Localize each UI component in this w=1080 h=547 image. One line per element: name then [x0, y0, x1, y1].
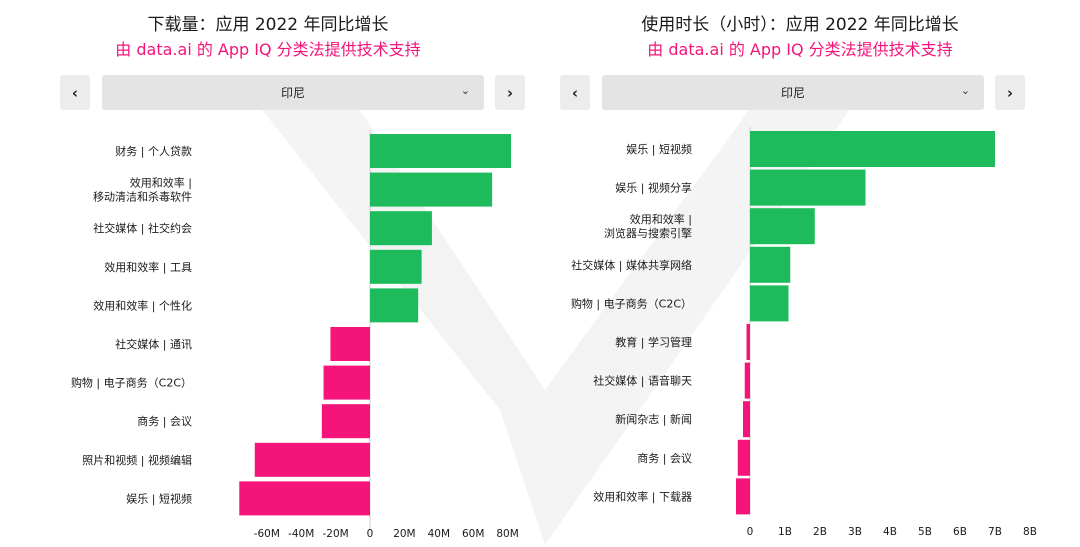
- category-label: 娱乐 | 视频分享: [615, 181, 692, 195]
- category-label: 新闻杂志 | 新闻: [615, 412, 692, 426]
- category-label: 移动清洁和杀毒软件: [93, 190, 192, 204]
- tick-label: 8B: [1023, 526, 1037, 538]
- chart-subtitle: 由 data.ai 的 App IQ 分类法提供技术支持: [115, 40, 421, 59]
- chevron-left-icon: ‹: [571, 83, 579, 102]
- category-label: 商务 | 会议: [137, 414, 192, 428]
- bar[interactable]: [370, 211, 432, 246]
- tick-label: 40M: [428, 528, 450, 540]
- chart-title: 使用时长（小时）：应用 2022 年同比增长: [641, 15, 959, 35]
- tick-label: 20M: [393, 528, 415, 540]
- next-button[interactable]: ›: [995, 75, 1025, 110]
- bar[interactable]: [370, 134, 512, 168]
- category-label: 购物 | 电子商务（C2C）: [71, 376, 192, 390]
- category-label: 社交媒体 | 媒体共享网络: [571, 258, 692, 272]
- category-label: 效用和效率 | 下载器: [593, 489, 692, 503]
- chevron-down-icon: ⌄: [460, 84, 470, 97]
- chart-title: 下载量：应用 2022 年同比增长: [147, 15, 389, 35]
- tick-label: -20M: [322, 528, 348, 540]
- category-label: 浏览器与搜索引擎: [604, 226, 692, 240]
- chevron-left-icon: ‹: [71, 83, 79, 102]
- chevron-right-icon: ›: [1006, 83, 1014, 102]
- category-label: 娱乐 | 短视频: [126, 491, 192, 505]
- bar[interactable]: [737, 439, 750, 476]
- country-dropdown[interactable]: 印尼 ⌄: [602, 75, 984, 110]
- tick-label: 60M: [462, 528, 484, 540]
- category-label: 教育 | 学习管理: [615, 335, 692, 349]
- chevron-down-icon: ⌄: [960, 84, 970, 97]
- chevron-right-icon: ›: [506, 83, 514, 102]
- bar[interactable]: [239, 481, 370, 516]
- bar[interactable]: [254, 442, 370, 477]
- tick-label: 1B: [778, 526, 792, 538]
- category-label: 效用和效率 |: [130, 176, 192, 190]
- bar[interactable]: [750, 285, 789, 322]
- bar[interactable]: [321, 404, 370, 439]
- bar[interactable]: [370, 249, 422, 284]
- category-label: 社交媒体 | 社交约会: [93, 221, 192, 235]
- category-label: 效用和效率 | 工具: [104, 260, 192, 274]
- bar[interactable]: [750, 208, 815, 245]
- bar[interactable]: [746, 324, 751, 360]
- country-dropdown[interactable]: 印尼 ⌄: [102, 75, 484, 110]
- bar[interactable]: [743, 401, 750, 438]
- category-label: 效用和效率 | 个性化: [93, 298, 192, 312]
- bar[interactable]: [750, 131, 995, 167]
- category-label: 社交媒体 | 语音聊天: [593, 374, 692, 388]
- tick-label: 7B: [988, 526, 1002, 538]
- tick-label: 6B: [953, 526, 967, 538]
- bar[interactable]: [736, 478, 750, 515]
- category-label: 社交媒体 | 通讯: [115, 337, 192, 351]
- dropdown-value: 印尼: [780, 86, 805, 100]
- tick-label: 4B: [883, 526, 897, 538]
- bar[interactable]: [370, 172, 493, 207]
- category-label: 照片和视频 | 视频编辑: [82, 453, 192, 467]
- tick-label: 0: [367, 528, 374, 540]
- tick-label: 2B: [813, 526, 827, 538]
- category-label: 商务 | 会议: [637, 451, 692, 465]
- prev-button[interactable]: ‹: [560, 75, 590, 110]
- category-label: 财务 | 个人贷款: [115, 144, 192, 158]
- downloads-panel: 下载量：应用 2022 年同比增长 由 data.ai 的 App IQ 分类法…: [60, 15, 525, 540]
- bar[interactable]: [750, 169, 866, 206]
- chart-subtitle: 由 data.ai 的 App IQ 分类法提供技术支持: [647, 40, 953, 59]
- bar[interactable]: [323, 365, 370, 400]
- next-button[interactable]: ›: [495, 75, 525, 110]
- dropdown-value: 印尼: [280, 86, 305, 100]
- tick-label: -60M: [254, 528, 280, 540]
- category-label: 娱乐 | 短视频: [626, 142, 692, 156]
- tick-label: 5B: [918, 526, 932, 538]
- tick-label: 80M: [496, 528, 518, 540]
- usage-hours-panel: 使用时长（小时）：应用 2022 年同比增长 由 data.ai 的 App I…: [540, 0, 1080, 547]
- bar[interactable]: [750, 246, 791, 283]
- tick-label: 3B: [848, 526, 862, 538]
- tick-label: 0: [747, 526, 754, 538]
- tick-label: -40M: [288, 528, 314, 540]
- bar[interactable]: [744, 362, 750, 399]
- bar[interactable]: [330, 327, 370, 361]
- bar[interactable]: [370, 288, 419, 323]
- category-label: 购物 | 电子商务（C2C）: [571, 296, 692, 310]
- category-label: 效用和效率 |: [630, 212, 692, 226]
- prev-button[interactable]: ‹: [60, 75, 90, 110]
